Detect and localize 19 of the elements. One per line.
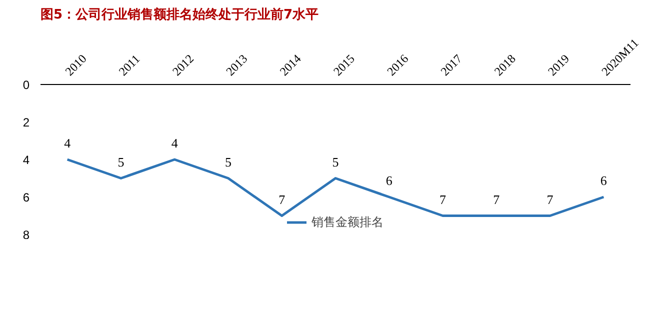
- data-label: 7: [278, 192, 286, 207]
- data-label: 7: [440, 192, 447, 207]
- line-series: [66, 158, 605, 217]
- data-label: 6: [386, 173, 393, 188]
- chart-title: 图5：公司行业销售额排名始终处于行业前7水平: [40, 6, 319, 22]
- data-label: 4: [64, 136, 72, 150]
- y-tick-label: 4: [22, 153, 30, 167]
- y-tick-label: 0: [22, 78, 30, 92]
- data-label: 4: [171, 136, 178, 150]
- legend-label: 销售金额排名: [312, 214, 384, 230]
- data-label: 5: [224, 154, 232, 170]
- data-label: 7: [546, 192, 554, 207]
- y-tick-label: 6: [22, 190, 30, 204]
- data-label: 7: [493, 192, 500, 207]
- data-label: 5: [332, 154, 339, 170]
- y-tick-label: 2: [22, 116, 30, 130]
- data-label: 5: [118, 154, 124, 170]
- data-label: 6: [600, 173, 608, 188]
- y-tick-label: 8: [22, 228, 30, 242]
